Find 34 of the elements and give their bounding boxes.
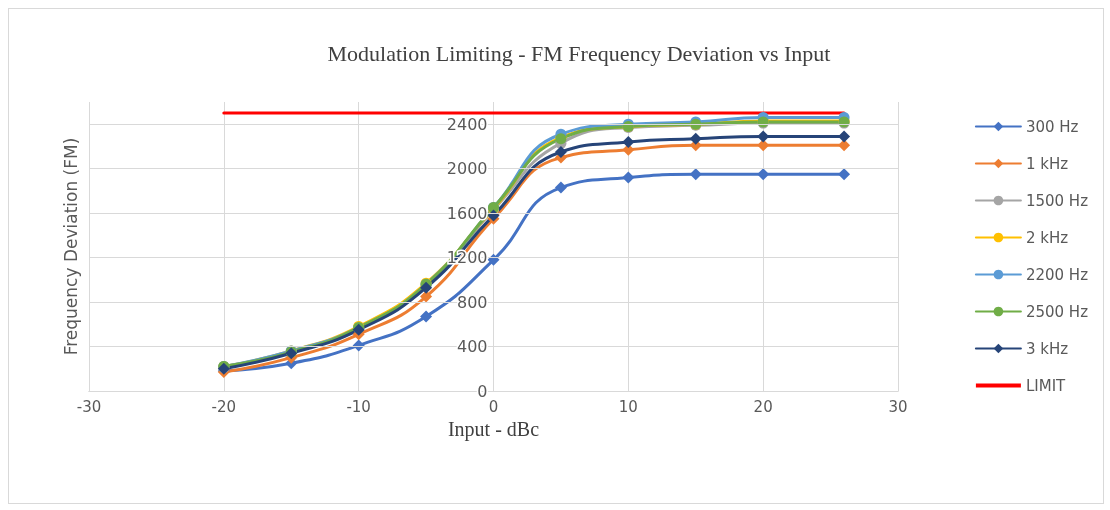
y-tick-label: 2000 <box>446 159 488 179</box>
point <box>689 132 702 145</box>
point <box>838 139 851 152</box>
x-axis-title: Input - dBc <box>447 417 540 441</box>
point <box>554 146 567 159</box>
point <box>838 130 851 143</box>
y-tick-label: 1600 <box>446 203 488 223</box>
point <box>622 171 635 184</box>
chart-title: Modulation Limiting - FM Frequency Deviation vs Input <box>327 40 831 66</box>
legend-label: 2 kHz <box>1025 228 1069 247</box>
y-tick-label: 2400 <box>446 114 488 134</box>
y-tick-label: 400 <box>456 337 488 357</box>
y-axis-title: Frequency Deviation (FM) <box>60 137 81 356</box>
point <box>420 310 433 323</box>
x-tick-label: -30 <box>76 397 102 416</box>
legend-label: LIMIT <box>1025 376 1067 395</box>
x-tick-label: 10 <box>618 397 638 416</box>
legend-label: 300 Hz <box>1025 117 1079 136</box>
x-tick-label: 20 <box>753 397 773 416</box>
point <box>838 168 851 181</box>
point <box>487 253 500 266</box>
legend-label: 1500 Hz <box>1025 191 1089 210</box>
y-tick-label: 800 <box>456 292 488 312</box>
legend-label: 2200 Hz <box>1025 265 1089 284</box>
legend-label: 3 kHz <box>1025 339 1069 358</box>
x-tick-label: -20 <box>211 397 237 416</box>
point <box>554 181 567 194</box>
x-tick-label: 30 <box>888 397 908 416</box>
legend-label: 2500 Hz <box>1025 302 1089 321</box>
x-tick-label: -10 <box>346 397 371 416</box>
y-tick-label: 0 <box>477 381 488 401</box>
legend-label: 1 kHz <box>1025 154 1069 173</box>
point <box>622 136 635 149</box>
y-tick-label: 1200 <box>446 248 488 268</box>
